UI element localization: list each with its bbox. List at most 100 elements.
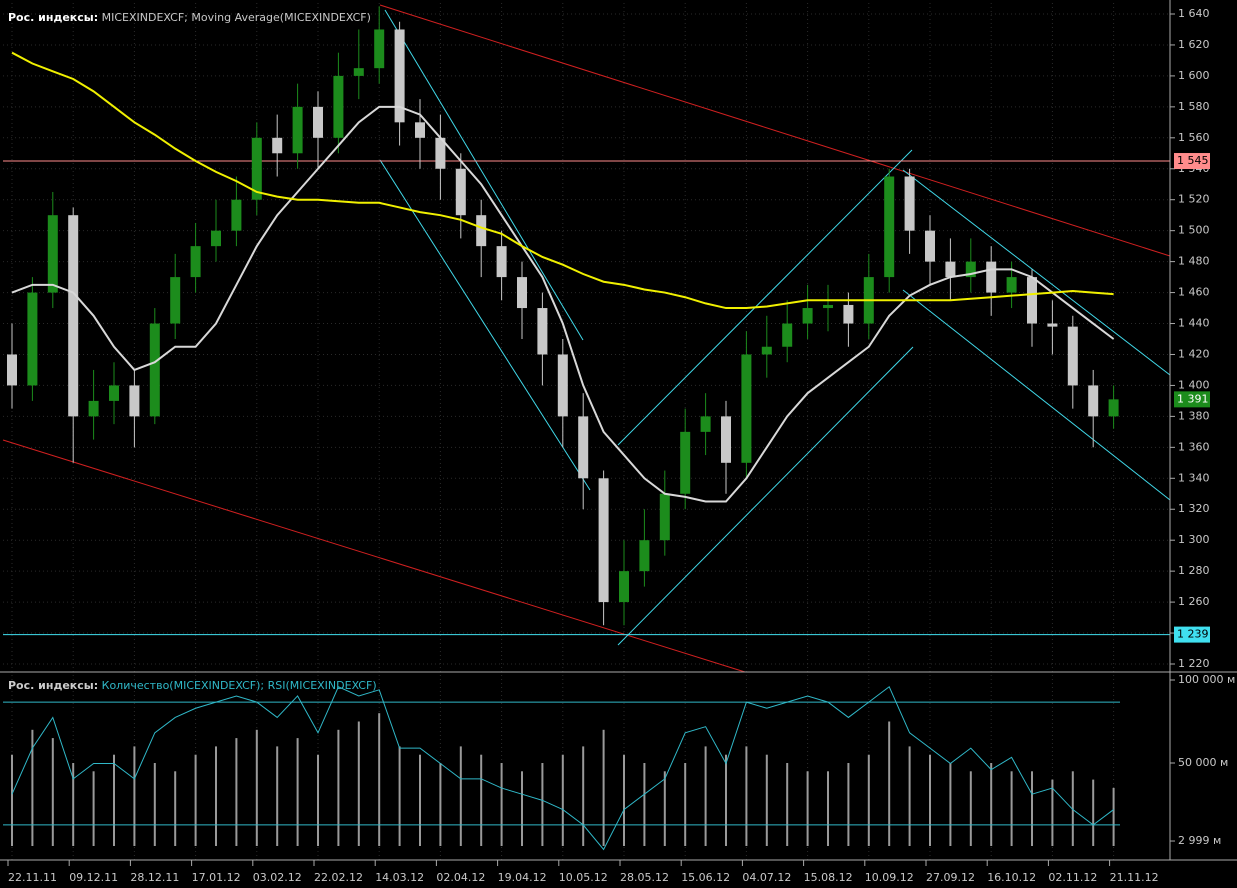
volume-bar (541, 763, 544, 846)
volume-bar (153, 763, 156, 846)
y-tick-label: 1 460 (1178, 286, 1210, 299)
x-tick-label: 21.11.12 (1110, 871, 1159, 884)
volume-bar (133, 746, 136, 846)
candle-body (435, 137, 446, 169)
candle-body (109, 385, 119, 401)
candle-body (292, 106, 303, 154)
trend-line (379, 159, 591, 491)
candle-body (619, 571, 629, 603)
candle-body (190, 246, 201, 278)
volume-bar (255, 729, 258, 846)
volume-bar (215, 746, 217, 846)
plot (3, 6, 1170, 851)
volume-bar (663, 771, 666, 846)
candle-body (313, 106, 323, 138)
candle-body (374, 29, 385, 69)
y-tick-label: 1 340 (1178, 471, 1210, 484)
candle-body (578, 416, 589, 479)
last-price-box (1174, 391, 1210, 408)
volume-bar (847, 763, 850, 846)
x-tick-label: 19.04.12 (498, 871, 547, 884)
candle-body (68, 215, 79, 417)
candle-body (394, 29, 405, 123)
volume-bar (72, 763, 75, 846)
candle-body (823, 304, 833, 309)
volume-bar (51, 738, 54, 846)
x-tick-label: 22.02.12 (314, 871, 363, 884)
candle-body (272, 137, 283, 154)
volume-bar (480, 754, 483, 846)
y-tick-label: 1 220 (1178, 657, 1210, 670)
candle-body (802, 308, 813, 324)
volume-bar (1010, 771, 1013, 846)
y-tick-label: 1 420 (1178, 347, 1210, 360)
candle-body (455, 168, 466, 216)
candle-body (88, 400, 99, 417)
volume-bar (643, 763, 646, 846)
y-tick-label: 1 400 (1178, 378, 1210, 391)
volume-bar (113, 754, 115, 846)
candle-body (741, 354, 752, 463)
volume-bar (419, 754, 421, 846)
volume-bar (949, 763, 952, 846)
volume-bar (1112, 787, 1115, 846)
candle-body (129, 385, 140, 417)
candle-body (1006, 277, 1017, 293)
candle-body (598, 478, 609, 603)
volume-bar (888, 721, 891, 846)
x-tick-label: 02.04.12 (436, 871, 485, 884)
volume-bar (1071, 771, 1074, 846)
y-tick-label: 1 640 (1178, 7, 1210, 20)
volume-bar (582, 746, 585, 846)
candle-body (700, 416, 711, 432)
candle-body (1067, 326, 1078, 386)
candle-body (1047, 323, 1058, 327)
level-label-box (1174, 153, 1210, 170)
y-tick-label: 1 280 (1178, 564, 1210, 577)
volume-bar (459, 746, 462, 846)
volume-bar (357, 721, 360, 846)
volume-bar (174, 771, 177, 846)
volume-bar (929, 754, 931, 846)
trend-line (2, 439, 746, 673)
y-tick-label: 1 600 (1178, 69, 1210, 82)
candle-body (1088, 385, 1099, 417)
x-tick-label: 16.10.12 (987, 871, 1036, 884)
candle-body (945, 261, 956, 278)
title: Рос. индексы: (8, 679, 98, 692)
candle-body (884, 176, 895, 278)
level-label: 1 545 (1177, 154, 1209, 167)
candle-body (925, 230, 935, 262)
y-tick-label: 1 520 (1178, 193, 1210, 206)
x-tick-label: 28.12.11 (130, 871, 179, 884)
candle-body (721, 416, 731, 463)
candle-body (904, 176, 915, 231)
level-label: 1 239 (1177, 628, 1209, 641)
candle-body (639, 540, 650, 572)
candle-body (782, 323, 793, 347)
x-tick-label: 10.05.12 (559, 871, 608, 884)
level-label-box (1174, 626, 1210, 643)
volume-bar (990, 763, 993, 846)
y-tick-label: 1 380 (1178, 409, 1210, 422)
candle-body (333, 75, 344, 138)
volume-bar (92, 771, 95, 846)
y-tick-label: 100 000 м (1178, 673, 1235, 686)
trend-line (617, 346, 914, 646)
y-tick-label: 1 500 (1178, 224, 1210, 237)
volume-bar (11, 754, 13, 846)
candle-body (965, 261, 976, 278)
x-tick-label: 17.01.12 (192, 871, 241, 884)
x-tick-label: 27.09.12 (926, 871, 975, 884)
panel-title: Рос. индексы: MICEXINDEXCF; Moving Avera… (8, 11, 371, 24)
trend-lines (2, 4, 1171, 673)
candle-body (680, 431, 691, 494)
candle-body (537, 308, 548, 355)
candle-body (7, 354, 17, 386)
volume-bar (867, 754, 870, 846)
x-tick-label: 02.11.12 (1048, 871, 1097, 884)
candle-body (476, 215, 487, 247)
y-tick-label: 1 620 (1178, 38, 1210, 51)
volume-bar (194, 754, 197, 846)
